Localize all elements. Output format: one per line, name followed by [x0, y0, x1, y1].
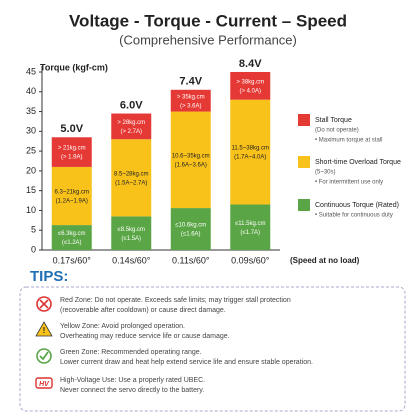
legend-swatch — [298, 156, 310, 168]
bar-segment — [111, 139, 152, 217]
segment-label: 10.6~35kg.cm — [172, 153, 210, 159]
legend-note: • For intermittent use only — [315, 180, 383, 186]
x-tick-label: 0.09s/60° — [231, 255, 270, 265]
bar-segment — [51, 137, 92, 167]
voltage-label: 6.0V — [120, 99, 143, 111]
y-tick-label: 5 — [31, 225, 36, 235]
tips-title: TIPS: — [30, 268, 68, 285]
legend-swatch — [298, 114, 310, 126]
voltage-label: 5.0V — [60, 123, 83, 135]
x-tick-label: 0.17s/60° — [53, 255, 92, 265]
y-axis-label: Torque (kgf-cm) — [40, 62, 108, 72]
legend-note: (5~30s) — [315, 170, 336, 176]
tip-text: Overheating may reduce service life or c… — [60, 333, 230, 340]
y-tick-label: 40 — [26, 86, 36, 96]
tip-text: Yellow Zone: Avoid prolonged operation. — [60, 323, 185, 330]
y-tick-label: 15 — [26, 185, 36, 195]
tips-box — [19, 286, 406, 412]
bar-segment — [170, 208, 211, 250]
voltage-label: 7.4V — [179, 76, 202, 88]
y-tick-label: 45 — [26, 66, 36, 76]
tip-text: Never connect the servo directly to the … — [60, 387, 204, 394]
segment-sublabel: (1.5A~2.7A) — [115, 180, 147, 186]
segment-sublabel: (1.6A~3.6A) — [175, 162, 207, 168]
segment-label: 11.5~38kg.cm — [232, 146, 269, 152]
x-tick-label: 0.11s/60° — [172, 255, 210, 265]
chart-title: Voltage - Torque - Current – Speed — [69, 11, 347, 30]
legend-note: • Maximum torque at stall — [315, 138, 382, 144]
segment-label: 8.5~28kg.cm — [114, 171, 149, 177]
icon-warning: ! — [35, 321, 53, 337]
legend-label: Stall Torque — [315, 117, 352, 124]
segment-label: > 21kg.cm — [58, 146, 86, 152]
y-tick-label: 35 — [26, 106, 36, 116]
legend-swatch — [298, 199, 310, 211]
segment-label: ≤10.6kg.cm — [175, 223, 206, 229]
y-tick-label: 20 — [26, 165, 36, 175]
tip-text: (recoverable after cooldown) or cause di… — [60, 307, 226, 314]
segment-sublabel: (> 1.9A) — [61, 155, 83, 161]
icon-check — [36, 348, 52, 364]
y-tick-label: 30 — [26, 126, 36, 136]
segment-label: ≤8.5kg.cm — [117, 227, 145, 233]
icon-hv: HV — [35, 377, 53, 389]
segment-label: > 38kg.cm — [236, 79, 264, 85]
segment-sublabel: (≤1.5A) — [121, 236, 141, 242]
segment-sublabel: (> 2.7A) — [120, 129, 142, 135]
segment-sublabel: (1.7A~4.0A) — [234, 155, 266, 161]
bar-segment — [111, 113, 152, 140]
tip-text: Lower current draw and heat help extend … — [60, 359, 313, 366]
segment-label: > 35kg.cm — [177, 94, 205, 100]
segment-sublabel: (> 3.6A) — [180, 103, 202, 109]
x-axis-label: (Speed at no load) — [290, 256, 360, 265]
segment-sublabel: (≤1.7A) — [240, 230, 260, 236]
legend-label: Continuous Torque (Rated) — [315, 202, 399, 209]
bar-segment — [51, 225, 92, 250]
y-tick-label: 0 — [31, 244, 36, 254]
svg-text:HV: HV — [39, 381, 50, 388]
bar-segment — [230, 99, 271, 205]
bar-segment — [170, 89, 211, 112]
svg-text:!: ! — [43, 326, 46, 335]
bar-segment — [111, 216, 152, 250]
y-tick-label: 10 — [26, 205, 36, 215]
y-tick-label: 25 — [26, 145, 36, 155]
x-tick-label: 0.14s/60° — [112, 255, 151, 265]
tip-text: Red Zone: Do not operate. Exceeds safe l… — [60, 297, 291, 304]
tip-text: Green Zone: Recommended operating range. — [60, 349, 202, 356]
segment-sublabel: (≤1.2A) — [62, 240, 82, 246]
segment-label: ≤11.5kg.cm — [235, 221, 266, 227]
tip-text: High-Voltage Use: Use a properly rated U… — [60, 377, 205, 384]
bar-segment — [51, 166, 92, 226]
icon-stop — [36, 296, 52, 312]
bar-segment — [230, 72, 271, 100]
chart-subtitle: (Comprehensive Performance) — [119, 32, 297, 47]
bar-segment — [170, 111, 211, 209]
legend-note: • Suitable for continuous duty — [315, 213, 393, 219]
bar-segment — [230, 204, 271, 250]
segment-label: > 28kg.cm — [117, 120, 145, 126]
segment-sublabel: (> 4.0A) — [239, 88, 261, 94]
segment-label: 6.3~21kg.cm — [54, 190, 89, 196]
segment-sublabel: (≤1.6A) — [181, 232, 201, 238]
legend-label: Short-time Overload Torque — [315, 159, 401, 166]
segment-sublabel: (1.2A~1.9A) — [56, 199, 88, 205]
voltage-label: 8.4V — [239, 58, 262, 70]
legend-note: (Do not operate) — [315, 128, 359, 134]
segment-label: ≤6.3kg.cm — [58, 231, 86, 237]
